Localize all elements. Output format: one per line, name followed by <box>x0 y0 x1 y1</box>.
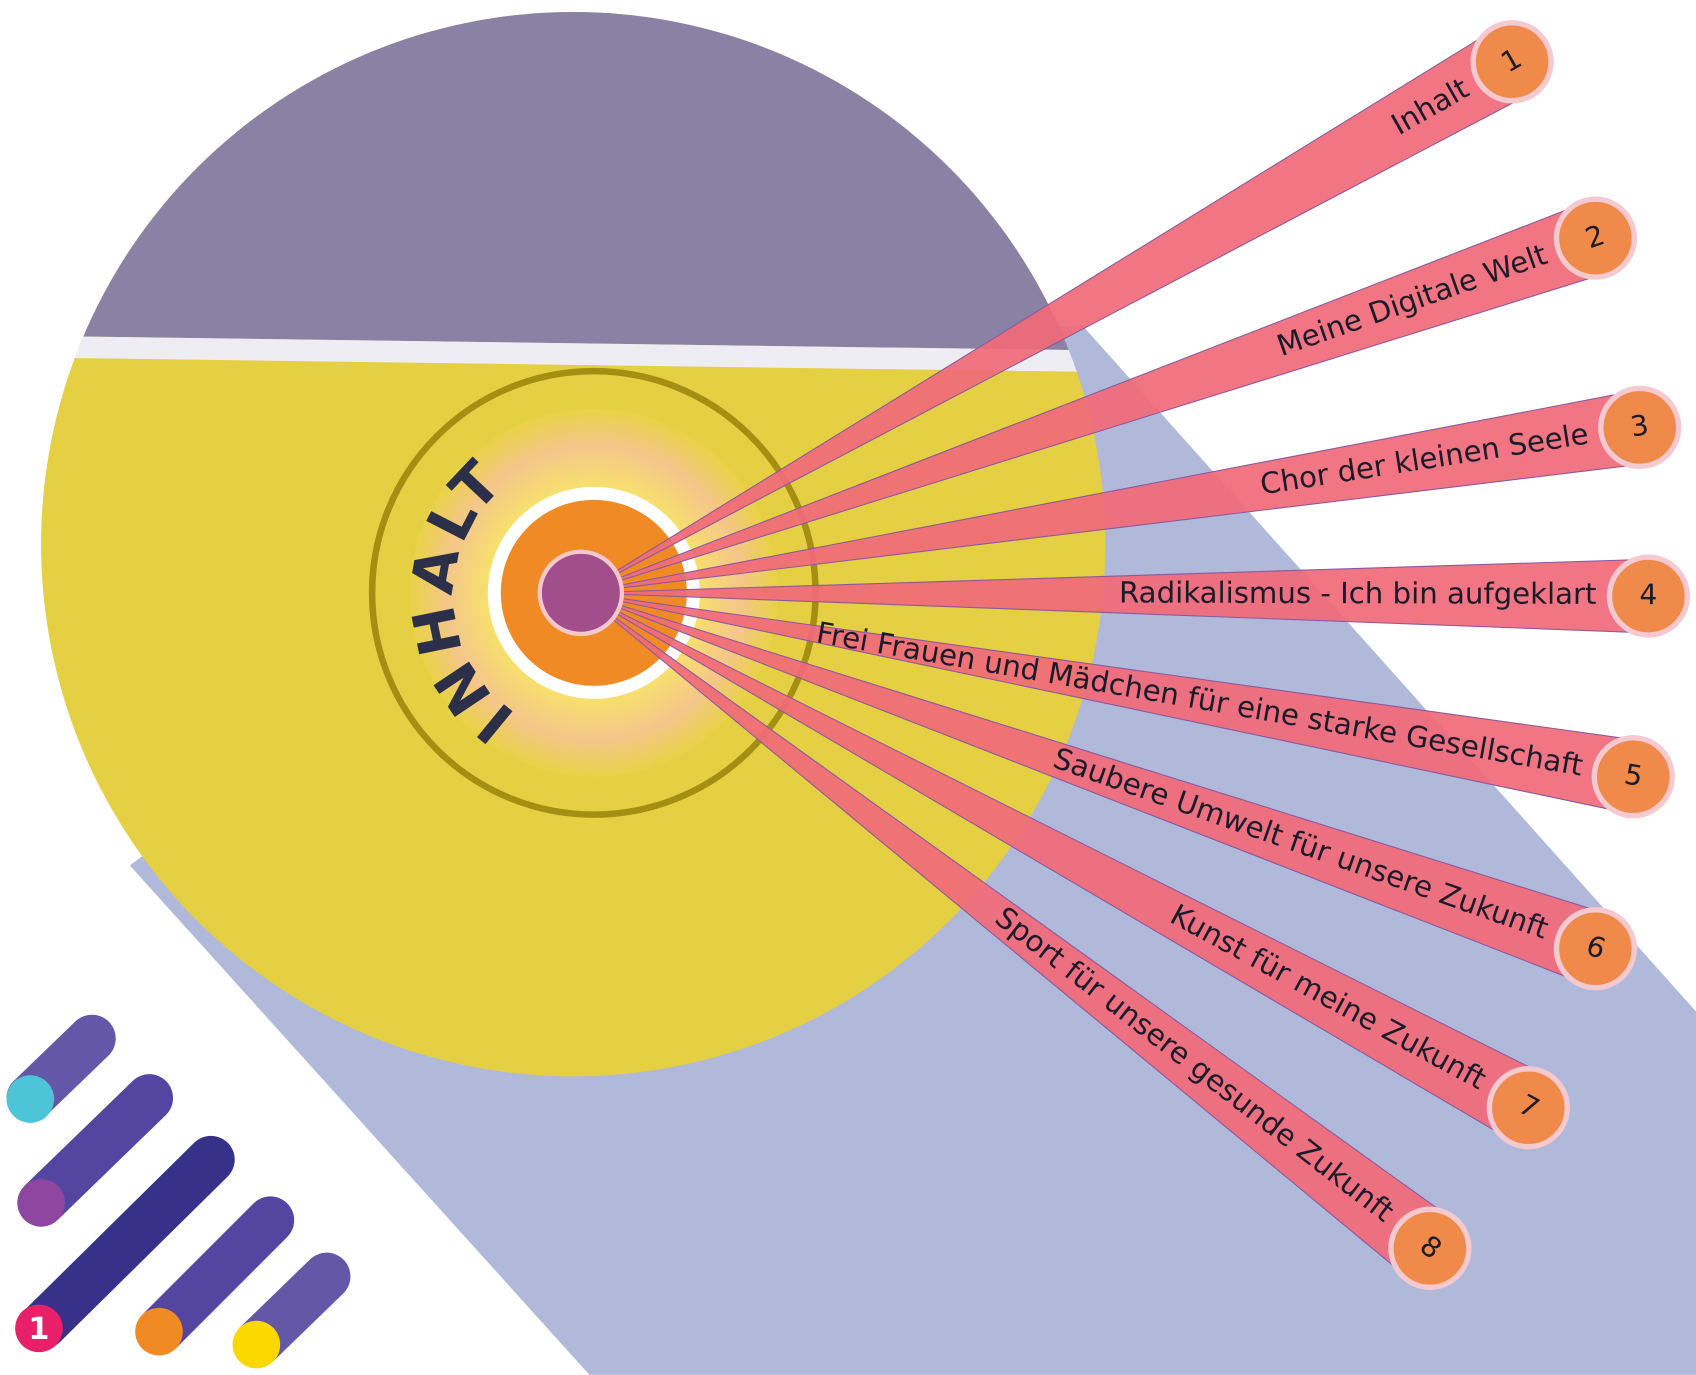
logo: 1 <box>6 1038 326 1368</box>
diagram: INHALT Inhalt1Meine Digitale Welt2Chor d… <box>0 0 1696 1375</box>
center-dot <box>540 552 622 634</box>
item-number: 4 <box>1639 578 1657 611</box>
item-label: Radikalismus - Ich bin aufgeklart <box>1119 575 1597 610</box>
logo-badge: 1 <box>28 1312 49 1347</box>
